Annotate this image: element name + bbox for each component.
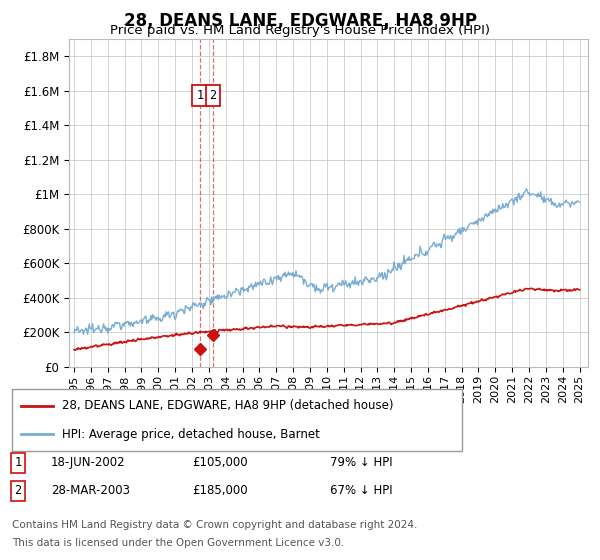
Text: 28, DEANS LANE, EDGWARE, HA8 9HP (detached house): 28, DEANS LANE, EDGWARE, HA8 9HP (detach… [62,399,393,412]
Text: 67% ↓ HPI: 67% ↓ HPI [330,484,392,497]
Text: Contains HM Land Registry data © Crown copyright and database right 2024.: Contains HM Land Registry data © Crown c… [12,520,418,530]
Text: 1: 1 [14,456,22,469]
Text: 18-JUN-2002: 18-JUN-2002 [51,456,125,469]
Text: Price paid vs. HM Land Registry's House Price Index (HPI): Price paid vs. HM Land Registry's House … [110,24,490,36]
Text: £105,000: £105,000 [192,456,248,469]
Text: 28-MAR-2003: 28-MAR-2003 [51,484,130,497]
Text: 28, DEANS LANE, EDGWARE, HA8 9HP: 28, DEANS LANE, EDGWARE, HA8 9HP [124,12,476,30]
Text: This data is licensed under the Open Government Licence v3.0.: This data is licensed under the Open Gov… [12,538,344,548]
Text: 2: 2 [209,88,217,102]
Text: 2: 2 [14,484,22,497]
Text: 1: 1 [196,88,203,102]
Text: HPI: Average price, detached house, Barnet: HPI: Average price, detached house, Barn… [62,428,319,441]
Text: 79% ↓ HPI: 79% ↓ HPI [330,456,392,469]
Text: £185,000: £185,000 [192,484,248,497]
